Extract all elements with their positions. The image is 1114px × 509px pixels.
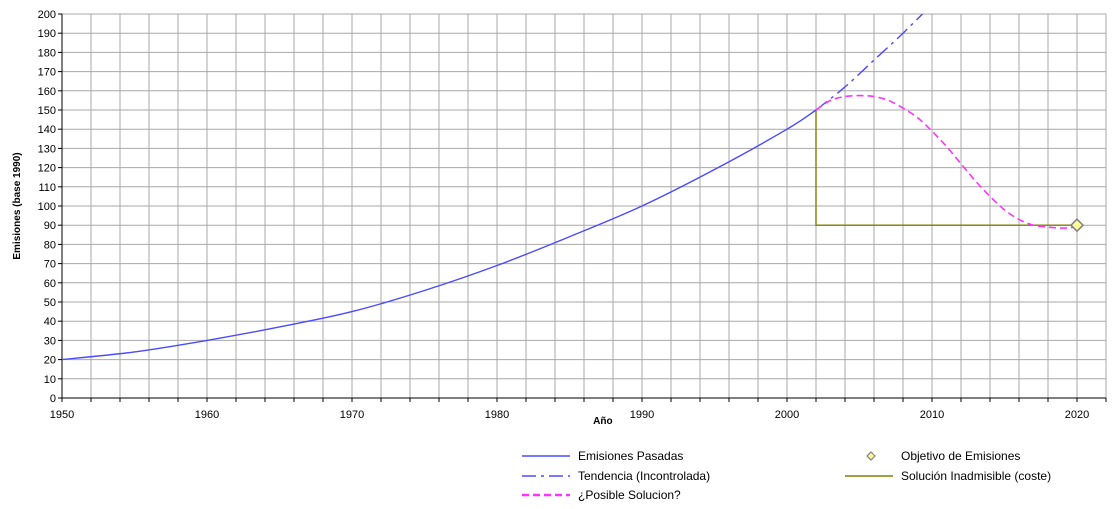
y-tick-label: 150 [38, 105, 56, 117]
y-tick-label: 70 [44, 259, 56, 271]
legend-item: Tendencia (Incontrolada) [522, 469, 710, 483]
y-tick-label: 170 [38, 67, 56, 79]
x-tick-label: 2010 [920, 409, 944, 421]
y-tick-label: 190 [38, 28, 56, 40]
y-tick-label: 60 [44, 278, 56, 290]
series-emisiones-pasadas [62, 109, 817, 361]
objetivo-marker [1069, 218, 1085, 233]
x-tick-label: 1950 [50, 409, 74, 421]
legend-label: Solución Inadmisible (coste) [901, 469, 1051, 483]
y-tick-label: 30 [44, 335, 56, 347]
y-tick-label: 50 [44, 297, 56, 309]
y-axis-title: Emisiones (base 1990) [12, 152, 23, 259]
legend-item: ¿Posible Solucion? [522, 488, 681, 502]
legend-marker [866, 451, 876, 461]
series-solucion-inadmisible [815, 110, 1077, 226]
series-tendencia [815, 14, 924, 111]
y-tick-label: 20 [44, 355, 56, 367]
y-tick-label: 120 [38, 163, 56, 175]
x-tick-label: 2000 [775, 409, 799, 421]
legend: Emisiones Pasadas Tendencia (Incontrolada… [522, 449, 1051, 502]
legend-item: Solución Inadmisible (coste) [845, 469, 1051, 483]
legend-label: Objetivo de Emisiones [901, 449, 1020, 463]
x-axis-title: Año [593, 416, 612, 427]
y-tick-label: 180 [38, 47, 56, 59]
grid [61, 13, 1107, 399]
y-tick-label: 40 [44, 316, 56, 328]
series-posible-solucion [815, 94, 1078, 229]
y-tick-label: 10 [44, 374, 56, 386]
legend-item: Emisiones Pasadas [522, 449, 683, 463]
y-tick-label: 200 [38, 9, 56, 21]
y-tick-label: 100 [38, 201, 56, 213]
legend-label: Tendencia (Incontrolada) [578, 469, 710, 483]
plot-area [62, 14, 1085, 361]
legend-label: Emisiones Pasadas [578, 449, 683, 463]
y-tick-label: 140 [38, 124, 56, 136]
legend-item: Objetivo de Emisiones [866, 449, 1020, 463]
x-tick-label: 1970 [340, 409, 364, 421]
y-tick-label: 160 [38, 86, 56, 98]
axes: 0 10 20 30 40 50 60 70 80 90 100 110 120 130 140 150 160… [38, 9, 1107, 421]
x-tick-label: 1980 [485, 409, 509, 421]
x-tick-label: 2020 [1065, 409, 1089, 421]
y-tick-label: 80 [44, 239, 56, 251]
y-tick-label: 130 [38, 143, 56, 155]
y-tick-label: 0 [50, 393, 56, 405]
y-tick-label: 110 [38, 182, 56, 194]
x-tick-label: 1990 [630, 409, 654, 421]
x-tick-label: 1960 [195, 409, 219, 421]
legend-label: ¿Posible Solucion? [578, 488, 681, 502]
y-tick-label: 90 [44, 220, 56, 232]
